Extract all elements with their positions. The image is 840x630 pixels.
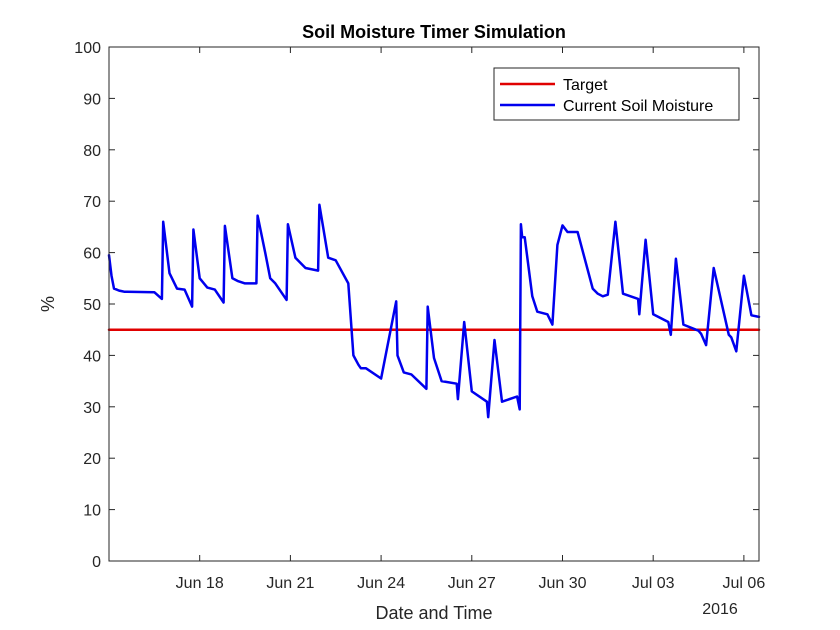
- y-tick-label: 90: [83, 91, 101, 108]
- legend-label: Target: [563, 77, 608, 94]
- x-tick-label: Jun 21: [266, 575, 314, 592]
- legend-label: Current Soil Moisture: [563, 98, 713, 115]
- y-tick-label: 40: [83, 348, 101, 365]
- x-tick-label: Jun 24: [357, 575, 405, 592]
- y-tick-label: 20: [83, 451, 101, 468]
- y-axis-label: %: [38, 296, 58, 312]
- x-tick-label: Jun 18: [176, 575, 224, 592]
- x-tick-label: Jul 03: [632, 575, 675, 592]
- series-line-current-soil-moisture: [107, 203, 761, 419]
- y-tick-label: 70: [83, 194, 101, 211]
- y-tick-label: 30: [83, 400, 101, 417]
- x-tick-label: Jun 27: [448, 575, 496, 592]
- x-tick-label: Jul 06: [723, 575, 766, 592]
- x-axis-label: Date and Time: [375, 603, 492, 623]
- x-tick-label: Jun 30: [538, 575, 586, 592]
- y-tick-label: 100: [74, 40, 101, 57]
- plot-area: [109, 47, 759, 561]
- y-axis-ticks: 0 10 20 30 40 50 60 70 80 90 100: [74, 40, 759, 571]
- x-axis-ticks: Jun 18 Jun 21 Jun 24 Jun 27 Jun 30 Jul 03 Jul …: [176, 47, 766, 592]
- y-tick-label: 60: [83, 246, 101, 263]
- x-axis-year-label: 2016: [702, 601, 738, 618]
- y-tick-label: 0: [92, 554, 101, 571]
- legend-box: [493, 67, 740, 121]
- y-tick-label: 10: [83, 503, 101, 520]
- chart-title: Soil Moisture Timer Simulation: [302, 22, 566, 42]
- legend: Target Current Soil Moisture: [493, 67, 740, 121]
- y-tick-label: 80: [83, 143, 101, 160]
- plot-frame: [108, 46, 760, 562]
- y-tick-label: 50: [83, 297, 101, 314]
- series-layer: [107, 203, 761, 419]
